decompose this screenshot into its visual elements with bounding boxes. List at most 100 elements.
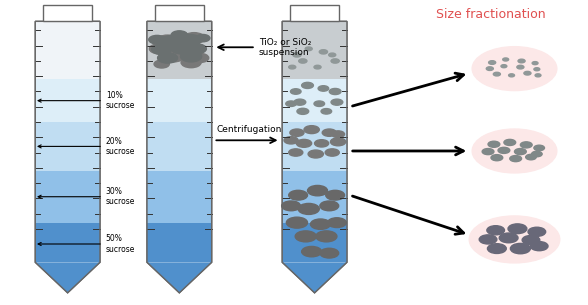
Circle shape [316,231,337,242]
Circle shape [326,190,345,200]
Circle shape [171,42,194,54]
Circle shape [332,131,345,138]
Polygon shape [147,21,212,79]
Text: 10%
sucrose: 10% sucrose [38,91,135,110]
Circle shape [526,154,536,160]
Circle shape [183,33,205,44]
Circle shape [302,246,322,257]
Text: TiO₂ or SiO₂
suspension: TiO₂ or SiO₂ suspension [259,38,311,57]
Circle shape [191,53,209,63]
Circle shape [289,65,296,69]
Circle shape [156,35,179,47]
Circle shape [469,216,560,263]
Polygon shape [282,21,347,79]
Circle shape [284,137,298,144]
Circle shape [508,224,527,234]
Circle shape [488,141,500,147]
Circle shape [302,82,313,88]
Polygon shape [147,21,212,79]
Circle shape [532,151,542,157]
Circle shape [286,101,296,106]
Circle shape [305,47,312,51]
Circle shape [308,150,323,158]
Circle shape [503,58,509,61]
Circle shape [501,65,507,68]
Circle shape [532,62,538,65]
Polygon shape [282,79,347,122]
Polygon shape [282,21,347,293]
Circle shape [154,60,169,68]
Circle shape [522,235,540,245]
Circle shape [472,47,557,91]
Circle shape [535,74,541,77]
Circle shape [295,231,316,242]
Polygon shape [282,262,347,293]
Circle shape [290,89,301,94]
Circle shape [320,201,339,211]
Circle shape [528,227,546,236]
Circle shape [520,142,532,148]
Circle shape [297,108,309,114]
Circle shape [296,139,312,147]
Circle shape [321,109,332,114]
Circle shape [498,147,510,153]
Circle shape [331,99,343,105]
Circle shape [328,218,346,228]
Polygon shape [282,171,347,223]
Circle shape [293,53,301,57]
Circle shape [318,86,329,91]
Circle shape [158,36,183,48]
Circle shape [530,242,548,251]
Text: Centrifugation: Centrifugation [216,125,282,134]
Circle shape [329,88,341,95]
Polygon shape [35,262,100,293]
Text: Size fractionation: Size fractionation [436,8,546,21]
Circle shape [504,139,516,145]
Text: 50%
sucrose: 50% sucrose [38,234,135,254]
Polygon shape [147,122,212,171]
Circle shape [322,129,336,136]
Circle shape [289,149,303,156]
Circle shape [325,149,339,156]
Circle shape [299,59,307,63]
Polygon shape [282,223,347,262]
Circle shape [472,129,557,173]
Circle shape [152,44,172,55]
Circle shape [320,248,339,258]
Polygon shape [35,122,100,171]
Circle shape [534,68,540,71]
Circle shape [482,149,494,155]
Circle shape [489,61,496,64]
Polygon shape [35,21,100,79]
Circle shape [319,50,328,54]
Circle shape [158,53,178,63]
Circle shape [534,145,544,151]
Circle shape [289,190,308,200]
Polygon shape [35,21,100,293]
Circle shape [329,53,336,57]
Circle shape [196,34,210,42]
Polygon shape [147,21,212,293]
Circle shape [294,99,306,105]
Polygon shape [282,21,347,79]
Circle shape [518,59,525,63]
Circle shape [314,65,321,69]
Polygon shape [290,5,339,21]
Circle shape [290,129,304,136]
Circle shape [172,42,198,56]
Circle shape [314,101,325,106]
Circle shape [330,138,346,146]
Circle shape [304,126,319,134]
Circle shape [310,219,330,229]
Circle shape [510,243,530,254]
Circle shape [298,203,319,214]
Polygon shape [35,79,100,122]
Polygon shape [282,122,347,171]
Polygon shape [147,262,212,293]
Circle shape [524,71,531,75]
Circle shape [163,51,184,62]
Circle shape [181,51,202,62]
Polygon shape [35,171,100,223]
Polygon shape [35,223,100,262]
Circle shape [479,235,497,244]
